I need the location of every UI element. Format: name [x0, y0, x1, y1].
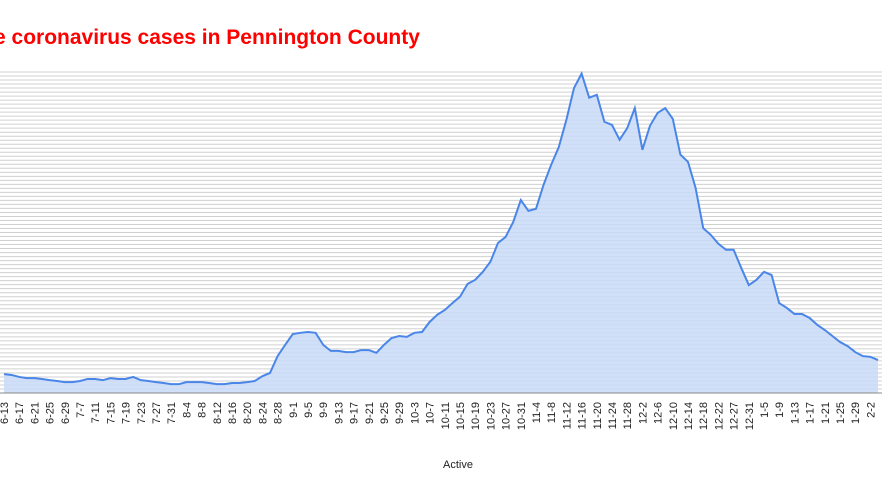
line — [3, 71, 879, 386]
x-tick-label: 12-31 — [744, 402, 756, 430]
x-tick-label: 7-27 — [151, 402, 163, 424]
x-tick-label: 11-12 — [561, 402, 573, 429]
x-tick-label: 11-24 — [607, 402, 619, 429]
x-tick-label: 8-8 — [197, 402, 209, 418]
x-tick-label: 8-20 — [242, 402, 254, 424]
x-tick-label: 10-19 — [470, 402, 482, 430]
x-tick-label: 10-11 — [440, 402, 452, 429]
x-tick-label: 10-27 — [501, 402, 513, 430]
x-tick-label: 1-5 — [759, 402, 771, 418]
x-tick-label: 10-7 — [425, 402, 437, 424]
x-tick-label: 9-17 — [349, 402, 361, 424]
x-tick-label: 1-17 — [805, 402, 817, 424]
x-tick-label: 10-31 — [516, 402, 528, 430]
x-tick-label: 6-25 — [45, 402, 57, 424]
x-tick-label: 7-11 — [90, 402, 102, 423]
x-tick-label: 8-4 — [181, 402, 193, 418]
x-tick-label: 7-23 — [136, 402, 148, 424]
x-tick-label: 6-21 — [29, 402, 41, 424]
x-tick-label: 1-25 — [835, 402, 847, 424]
x-tick-label: 12-14 — [683, 402, 695, 430]
x-tick-label: 11-16 — [577, 402, 589, 429]
x-tick-label: 6-29 — [60, 402, 72, 424]
x-tick-label: 1-21 — [820, 402, 832, 424]
x-axis-title: Active — [443, 459, 473, 471]
x-tick-label: 12-22 — [713, 402, 725, 430]
x-tick-label: 9-21 — [364, 402, 376, 424]
x-tick-label: 12-18 — [698, 402, 710, 430]
x-tick-label: 7-7 — [75, 402, 87, 418]
x-tick-label: 9-29 — [394, 402, 406, 424]
x-tick-label: 2-2 — [865, 402, 877, 418]
x-tick-label: 6-17 — [14, 402, 26, 424]
chart-title: e coronavirus cases in Pennington County — [0, 26, 420, 49]
x-tick-label: 11-4 — [531, 402, 543, 423]
x-tick-label: 12-6 — [653, 402, 665, 424]
x-tick-label: 10-15 — [455, 402, 467, 430]
x-tick-label: 12-10 — [668, 402, 680, 430]
x-tick-label: 7-19 — [121, 402, 133, 424]
x-tick-label: 9-9 — [318, 402, 330, 418]
x-tick-label: 12-27 — [729, 402, 741, 430]
x-tick-label: 1-29 — [850, 402, 862, 424]
x-tick-label: 8-24 — [257, 402, 269, 424]
x-tick-label: 9-5 — [303, 402, 315, 418]
x-tick-label: 6-13 — [0, 402, 11, 424]
x-tick-label: 11-8 — [546, 402, 558, 423]
x-tick-label: 1-13 — [789, 402, 801, 424]
x-tick-label: 7-31 — [166, 402, 178, 424]
x-tick-label: 8-28 — [273, 402, 285, 424]
x-tick-label: 8-12 — [212, 402, 224, 424]
x-tick-label: 10-23 — [485, 402, 497, 430]
x-tick-label: 10-3 — [409, 402, 421, 424]
x-tick-label: 12-2 — [637, 402, 649, 424]
x-tick-label: 9-1 — [288, 402, 300, 418]
x-tick-label: 11-28 — [622, 402, 634, 429]
x-tick-label: 1-9 — [774, 402, 786, 418]
x-tick-label: 8-16 — [227, 402, 239, 424]
x-tick-label: 9-13 — [333, 402, 345, 424]
x-tick-label: 11-20 — [592, 402, 604, 429]
x-tick-label: 7-15 — [105, 402, 117, 424]
area — [4, 73, 878, 393]
x-tick-label: 9-25 — [379, 402, 391, 424]
